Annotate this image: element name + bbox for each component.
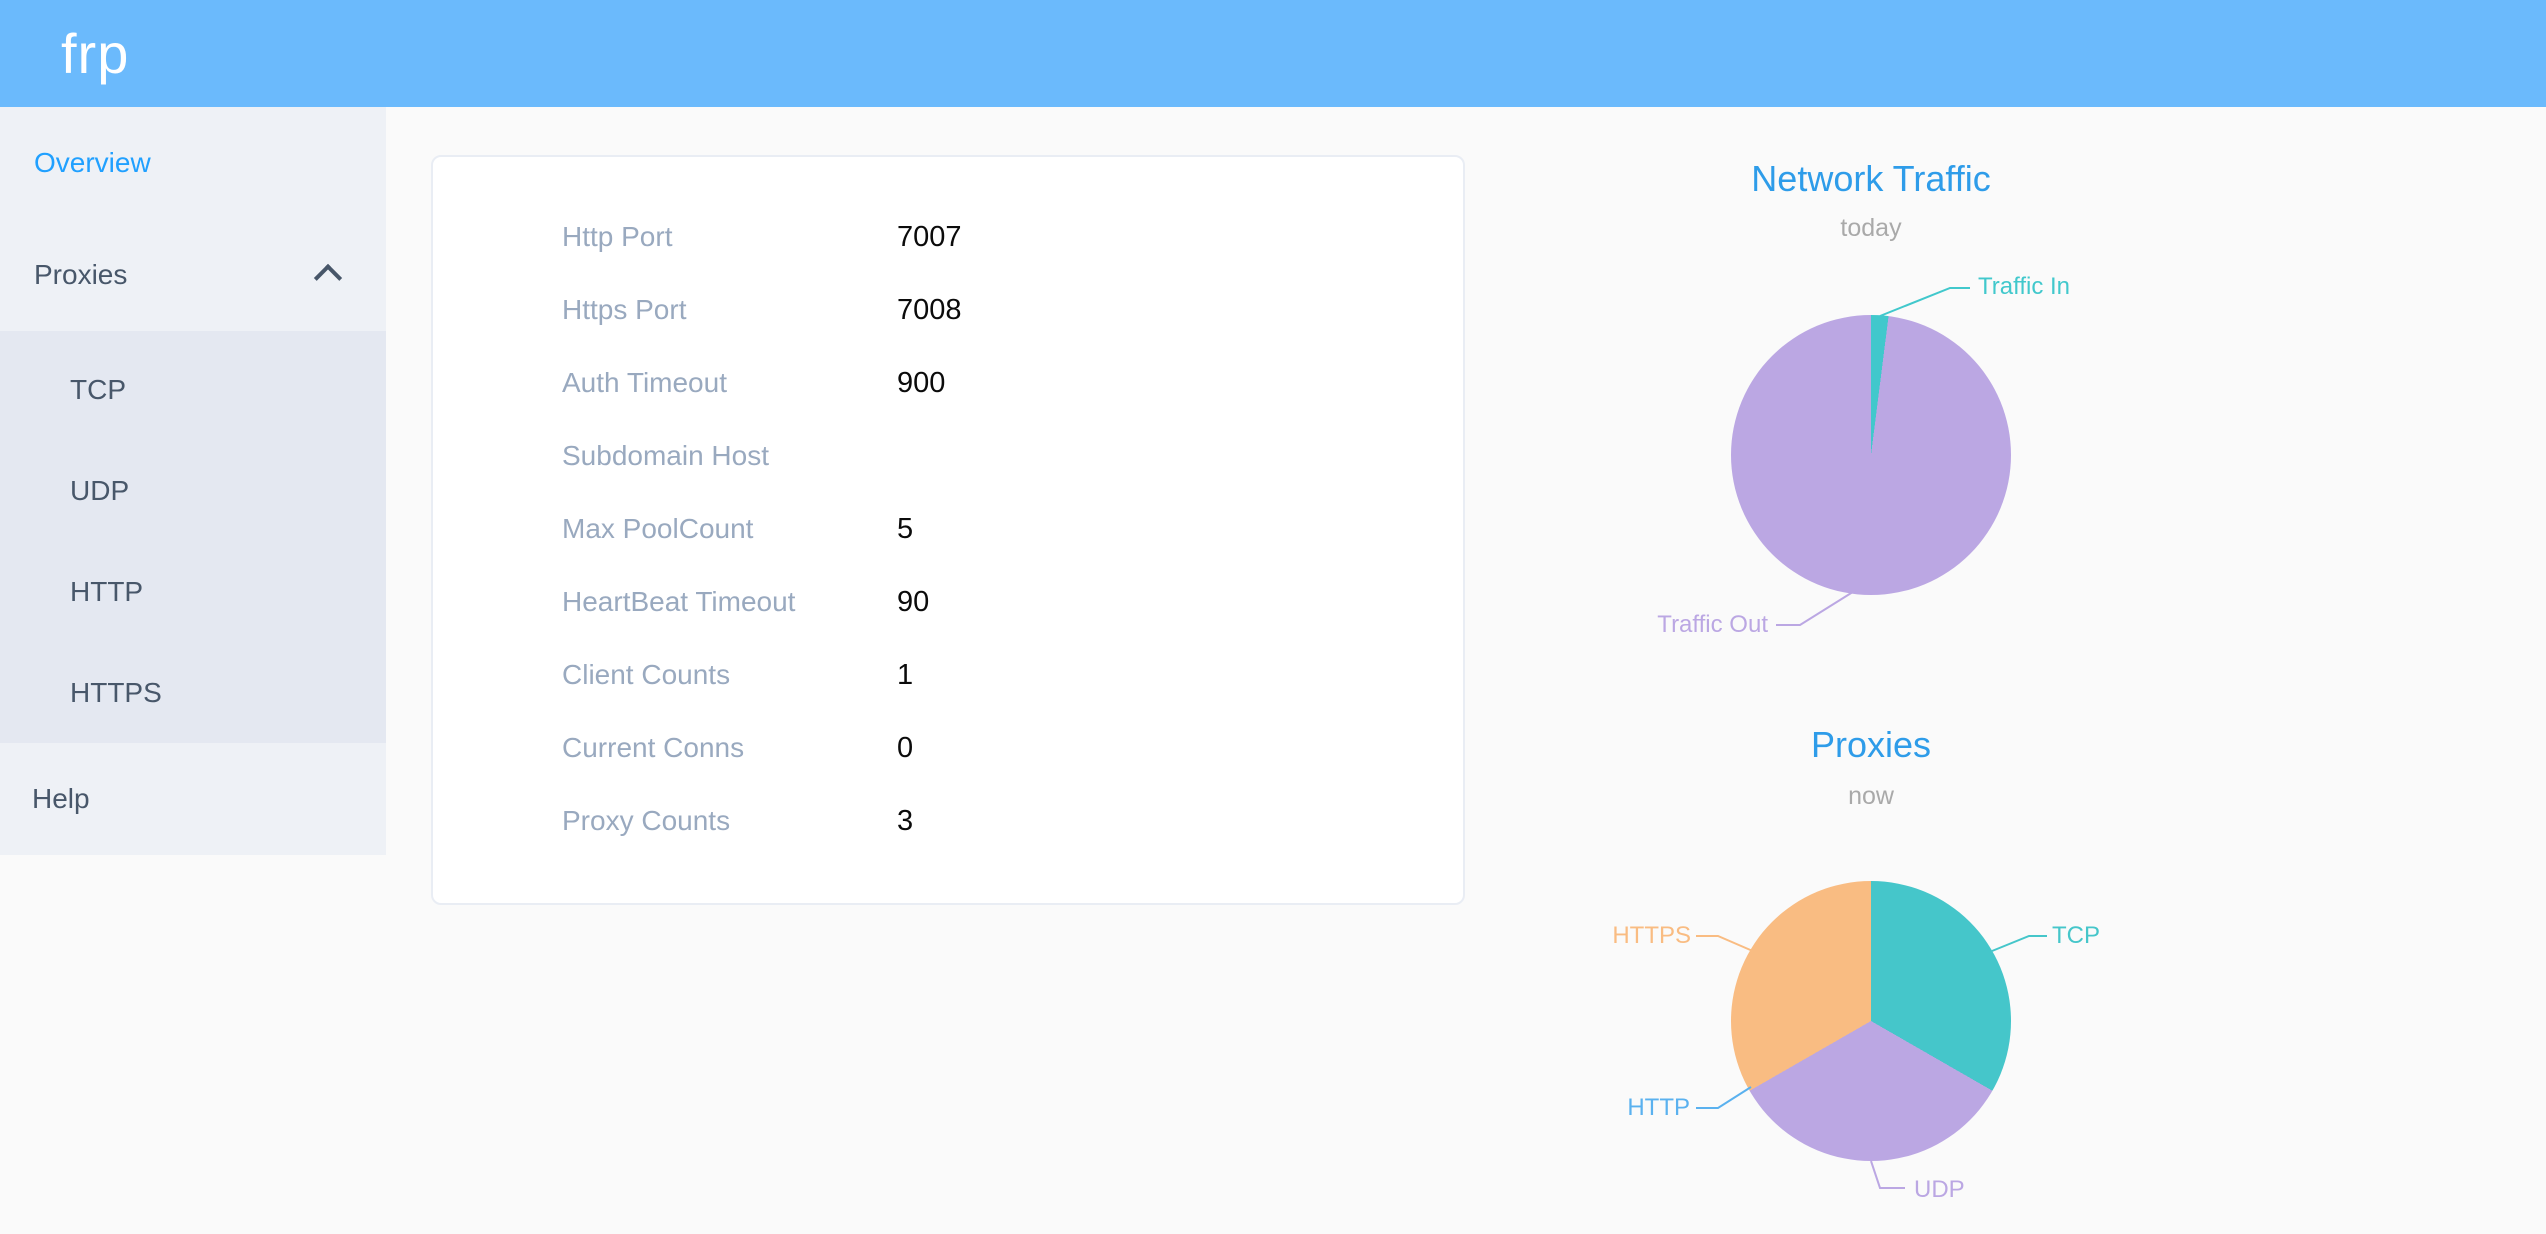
- config-row: Client Counts 1: [433, 657, 1463, 693]
- config-row: Proxy Counts 3: [433, 803, 1463, 839]
- http-label: HTTP: [1627, 1094, 1690, 1121]
- sidebar-item-help[interactable]: Help: [0, 743, 386, 855]
- config-row: Subdomain Host: [433, 438, 1463, 474]
- sidebar-item-overview[interactable]: Overview: [0, 107, 386, 219]
- sidebar-item-https[interactable]: HTTPS: [70, 677, 162, 708]
- config-label: Current Conns: [562, 732, 745, 763]
- pie-leader-lines: [1696, 287, 2047, 1189]
- charts-panel: Network Traffic today Proxies now Traffi…: [1550, 0, 2546, 1234]
- tcp-label: TCP: [2052, 922, 2100, 949]
- config-row: Http Port 7007: [433, 219, 1463, 255]
- http-leader-line: [1696, 1086, 1752, 1109]
- config-row: Https Port 7008: [433, 292, 1463, 328]
- app-logo: frp: [61, 22, 130, 85]
- sidebar-item-udp[interactable]: UDP: [70, 475, 130, 506]
- config-value: 5: [897, 512, 914, 545]
- config-label: Auth Timeout: [562, 367, 727, 398]
- sidebar-item-overview-label: Overview: [34, 147, 151, 178]
- sidebar-item-proxies-label: Proxies: [34, 259, 128, 290]
- traffic-in-leader-line: [1879, 287, 1970, 317]
- proxies-pie: [1731, 881, 2011, 1161]
- config-value: 900: [897, 366, 946, 399]
- config-value: 1: [897, 658, 914, 691]
- network-traffic-pie: [1731, 315, 2011, 595]
- proxies-submenu: TCP UDP HTTP HTTPS: [0, 331, 386, 743]
- config-value: 90: [897, 585, 930, 618]
- traffic-in-label: Traffic In: [1978, 273, 2071, 300]
- network-traffic-title: Network Traffic: [1751, 158, 1991, 199]
- udp-leader-line: [1870, 1160, 1905, 1189]
- tcp-leader-line: [1991, 935, 2047, 952]
- sidebar-item-tcp[interactable]: TCP: [70, 374, 126, 405]
- traffic-out-leader-line: [1776, 589, 1857, 626]
- app-header: frp: [0, 0, 2546, 107]
- https-leader-line: [1696, 935, 1756, 953]
- config-label: Proxy Counts: [562, 805, 731, 836]
- chevron-up-icon[interactable]: [313, 263, 343, 293]
- proxies-subtitle: now: [1848, 782, 1894, 810]
- config-label: Max PoolCount: [562, 513, 754, 544]
- config-label: HeartBeat Timeout: [562, 586, 796, 617]
- config-row: HeartBeat Timeout 90: [433, 584, 1463, 620]
- config-row: Auth Timeout 900: [433, 365, 1463, 401]
- sidebar-item-http[interactable]: HTTP: [70, 576, 144, 607]
- config-value: 7007: [897, 220, 962, 253]
- config-label: Subdomain Host: [562, 440, 770, 471]
- network-traffic-subtitle: today: [1840, 214, 1902, 242]
- config-label: Https Port: [562, 294, 687, 325]
- server-config-card: Http Port 7007 Https Port 7008 Auth Timeou…: [431, 155, 1465, 905]
- traffic-out-label: Traffic Out: [1657, 611, 1768, 638]
- config-label: Http Port: [562, 221, 673, 252]
- sidebar-item-help-label: Help: [32, 783, 90, 814]
- config-label: Client Counts: [562, 659, 731, 690]
- config-value: 0: [897, 731, 914, 764]
- udp-label: UDP: [1914, 1176, 1965, 1203]
- sidebar-item-proxies[interactable]: Proxies: [0, 219, 386, 331]
- config-row: Max PoolCount 5: [433, 511, 1463, 547]
- proxies-title: Proxies: [1810, 724, 1932, 765]
- config-value: 3: [897, 804, 914, 837]
- https-label: HTTPS: [1612, 922, 1691, 949]
- config-row: Current Conns 0: [433, 730, 1463, 766]
- config-value: 7008: [897, 293, 962, 326]
- sidebar-menu: Overview Proxies TCP UDP HTTP HTTPS Help: [0, 107, 386, 855]
